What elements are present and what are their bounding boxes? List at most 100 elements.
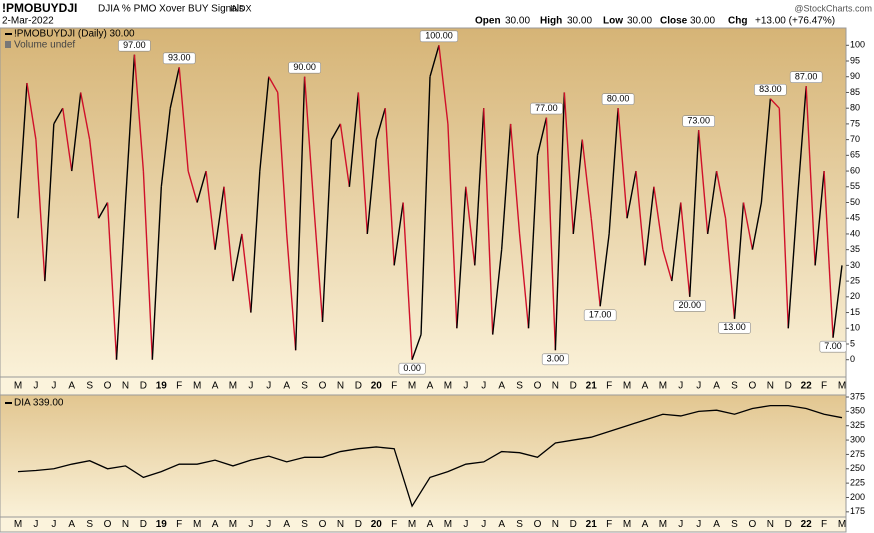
line-segment: [393, 202, 404, 266]
line-segment: [169, 67, 180, 109]
annotation: 0.00: [403, 363, 421, 373]
exchange: INDX: [230, 3, 252, 13]
line-segment: [778, 108, 789, 329]
line-segment: [178, 67, 189, 172]
x-tick-label: A: [212, 381, 219, 392]
y-tick-label: 60: [850, 165, 860, 175]
annotation: 90.00: [293, 62, 316, 72]
annotation: 20.00: [678, 300, 701, 310]
x-tick-label: J: [248, 519, 253, 530]
line-segment: [88, 139, 100, 219]
description: DJIA % PMO Xover BUY Signals: [98, 4, 244, 15]
line-segment: [80, 92, 91, 140]
axis-strip-bottom: [0, 516, 847, 533]
quote-value: 30.00: [627, 16, 652, 27]
line-segment: [250, 171, 261, 313]
annotation: 80.00: [607, 94, 630, 104]
x-tick-label: N: [767, 381, 774, 392]
annotation: 100.00: [425, 31, 453, 41]
x-tick-label: S: [731, 519, 738, 530]
y-tick-label: 75: [850, 118, 860, 128]
line-segment: [124, 54, 136, 203]
quote-label: Open: [475, 16, 501, 27]
x-tick-label: O: [104, 381, 112, 392]
line-segment: [330, 123, 342, 140]
x-tick-label: A: [642, 381, 649, 392]
y-tick-label: 10: [850, 323, 860, 333]
line-segment: [635, 170, 646, 266]
line-segment: [671, 202, 682, 282]
line-segment: [653, 186, 664, 250]
line-segment: [384, 108, 395, 266]
y-tick-label: 325: [850, 420, 865, 430]
line-segment: [742, 202, 754, 250]
y-tick-label: 85: [850, 87, 860, 97]
line-segment: [259, 76, 270, 172]
x-tick-label: J: [463, 519, 468, 530]
line-segment: [339, 123, 351, 187]
x-tick-label: S: [86, 519, 93, 530]
line-segment: [465, 186, 476, 266]
x-tick-label: S: [731, 381, 738, 392]
x-tick-label: M: [838, 519, 846, 530]
line-segment: [106, 202, 118, 360]
y-tick-label: 250: [850, 463, 865, 473]
x-tick-label: J: [463, 381, 468, 392]
line-segment: [680, 202, 691, 297]
x-tick-label: F: [821, 381, 827, 392]
line-segment: [554, 92, 566, 351]
x-tick-label: J: [481, 381, 486, 392]
y-tick-label: 90: [850, 71, 860, 81]
y-tick-label: 80: [850, 103, 860, 113]
x-tick-label: D: [785, 519, 792, 530]
line-segment: [268, 76, 279, 93]
line-segment: [411, 334, 422, 360]
line-segment: [241, 233, 252, 313]
y-tick-label: 30: [850, 260, 860, 270]
x-tick-label: F: [606, 381, 612, 392]
line-segment: [509, 123, 521, 234]
x-tick-label: N: [552, 381, 559, 392]
annotation-box: [419, 30, 459, 43]
quote-label: Low: [603, 16, 623, 27]
x-tick-label: F: [606, 519, 612, 530]
line-segment: [17, 82, 28, 219]
x-tick-label: D: [140, 519, 147, 530]
line-segment: [662, 249, 673, 282]
x-tick-label: 22: [801, 519, 813, 530]
annotation: 3.00: [547, 354, 565, 364]
x-tick-label: J: [696, 519, 701, 530]
line-segment: [805, 86, 816, 266]
volume-label: Volume undef: [14, 40, 75, 51]
x-tick-label: M: [408, 519, 416, 530]
annotation-box: [682, 115, 715, 127]
annotation-box: [583, 309, 617, 322]
line-segment: [294, 76, 306, 351]
y-tick-label: 45: [850, 213, 860, 223]
line-segment: [599, 233, 610, 307]
x-tick-label: 21: [586, 381, 598, 392]
line-segment: [375, 107, 386, 140]
line-segment: [26, 82, 37, 140]
line-segment: [617, 108, 628, 219]
x-tick-label: M: [659, 519, 667, 530]
x-tick-label: O: [749, 519, 757, 530]
x-tick-label: A: [427, 381, 434, 392]
x-tick-label: M: [623, 381, 631, 392]
line-segment: [133, 54, 145, 172]
x-tick-label: A: [713, 381, 720, 392]
line-segment: [751, 202, 763, 250]
line-segment: [223, 186, 234, 282]
x-tick-label: F: [176, 519, 182, 530]
line-segment: [303, 76, 315, 203]
annotation-box: [162, 52, 196, 65]
line-segment: [491, 249, 503, 335]
x-tick-label: S: [86, 381, 93, 392]
line-segment: [572, 139, 583, 235]
annotation: 7.00: [824, 341, 842, 351]
x-tick-label: A: [642, 519, 649, 530]
line-segment: [348, 92, 360, 187]
x-tick-label: J: [266, 381, 271, 392]
x-tick-label: M: [229, 381, 237, 392]
y-tick-label: 5: [850, 338, 855, 348]
